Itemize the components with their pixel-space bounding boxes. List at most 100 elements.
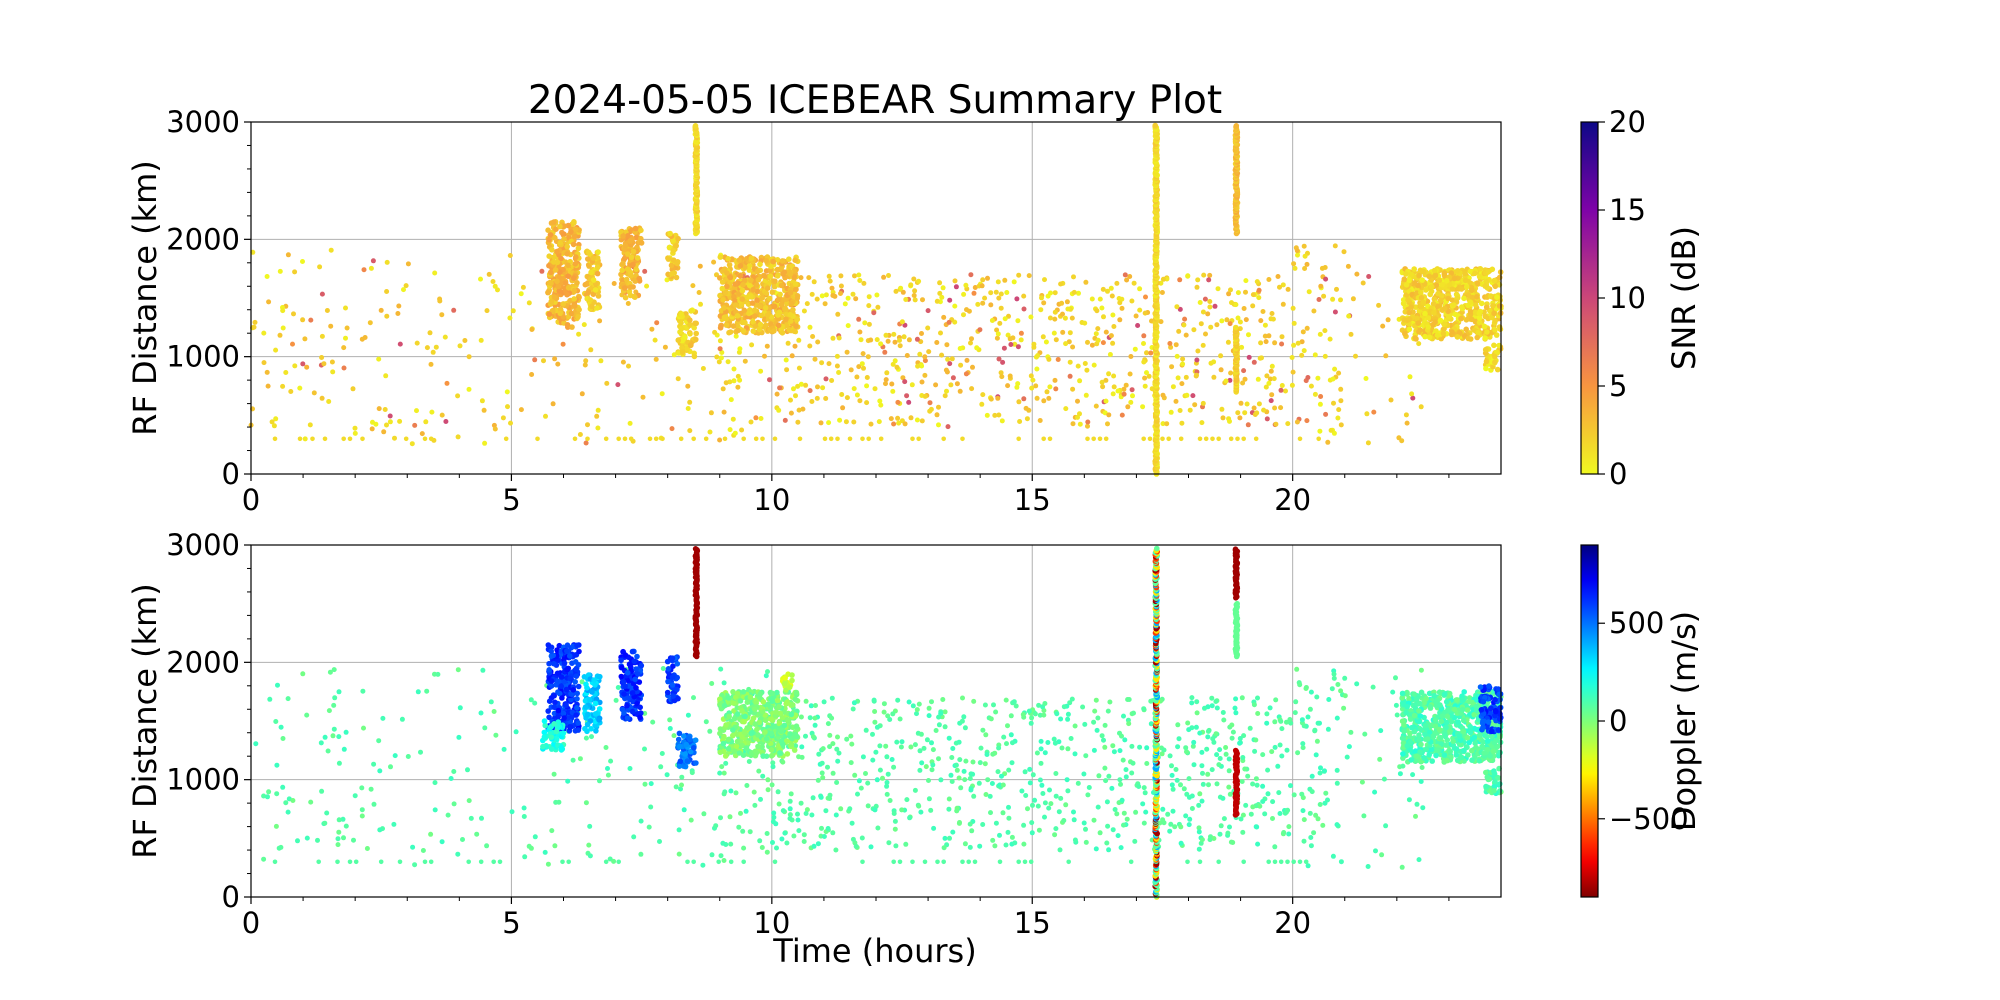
data-point	[825, 826, 831, 831]
data-point	[1180, 356, 1186, 362]
x-axis-label: Time (hours)	[772, 932, 976, 970]
data-point	[1451, 275, 1458, 282]
data-point	[571, 287, 578, 294]
data-point	[1272, 744, 1278, 750]
data-point	[1317, 770, 1323, 776]
data-point	[1061, 704, 1067, 710]
data-point	[300, 671, 306, 677]
data-point	[1299, 791, 1305, 797]
data-point	[1269, 749, 1275, 755]
data-point	[996, 356, 1002, 362]
data-point	[1141, 359, 1147, 365]
data-point	[1416, 329, 1422, 335]
data-point	[863, 727, 869, 733]
data-point	[796, 407, 802, 413]
data-point	[428, 859, 434, 865]
data-point	[1043, 339, 1049, 345]
data-point	[627, 238, 633, 244]
data-point	[1309, 789, 1315, 795]
data-point	[557, 239, 564, 246]
data-point	[478, 337, 484, 343]
data-point	[673, 243, 679, 249]
data-point	[1147, 436, 1153, 442]
data-point	[552, 356, 558, 362]
data-point	[369, 426, 375, 432]
data-point	[518, 291, 524, 297]
data-point	[762, 353, 767, 359]
data-point	[793, 286, 799, 293]
data-point	[774, 391, 780, 397]
data-point	[1366, 274, 1372, 279]
data-point	[1052, 309, 1058, 315]
data-point	[451, 307, 457, 313]
data-point	[792, 343, 798, 349]
data-point	[359, 336, 365, 342]
data-point	[731, 378, 737, 384]
data-point	[455, 667, 461, 673]
data-point	[388, 764, 393, 770]
data-point	[594, 270, 601, 277]
data-point	[1041, 436, 1046, 442]
data-point	[1316, 297, 1322, 302]
data-point	[737, 273, 744, 279]
data-point	[1348, 331, 1354, 337]
data-point	[1083, 826, 1088, 832]
data-point	[720, 297, 726, 303]
data-point	[326, 708, 332, 714]
data-point	[1030, 377, 1036, 383]
data-point	[1483, 358, 1490, 365]
data-point	[721, 680, 727, 686]
data-point	[1000, 359, 1006, 365]
data-point	[384, 289, 390, 294]
data-point	[1111, 749, 1117, 755]
data-point	[1061, 818, 1067, 823]
data-point	[1178, 782, 1183, 788]
data-point	[500, 415, 506, 421]
data-point	[1180, 361, 1186, 367]
data-point	[946, 735, 952, 741]
data-point	[991, 702, 996, 708]
data-point	[738, 810, 743, 816]
data-point	[698, 301, 703, 307]
data-point	[814, 395, 820, 401]
data-point	[1418, 667, 1424, 673]
data-point	[1312, 727, 1318, 733]
data-point	[1027, 780, 1033, 786]
data-point	[977, 760, 983, 766]
data-point	[594, 305, 600, 311]
data-point	[371, 801, 377, 807]
data-point	[659, 391, 665, 397]
data-point	[1189, 793, 1195, 799]
data-point	[1429, 284, 1435, 290]
data-point	[878, 436, 884, 442]
data-point	[945, 424, 951, 430]
data-point	[1307, 706, 1313, 712]
data-point	[902, 379, 908, 385]
data-point	[1215, 286, 1221, 292]
data-point	[980, 277, 986, 283]
data-point	[707, 429, 713, 435]
data-point	[935, 859, 940, 865]
data-point	[319, 395, 325, 401]
data-point	[822, 436, 828, 442]
data-point	[526, 300, 532, 306]
data-point	[895, 697, 901, 703]
data-point	[1093, 403, 1099, 409]
data-point	[1038, 738, 1044, 744]
data-point	[919, 331, 924, 336]
data-point	[764, 343, 770, 349]
data-point	[1291, 859, 1296, 865]
data-point	[1431, 309, 1437, 316]
data-point	[1312, 391, 1318, 397]
data-point	[1119, 797, 1125, 803]
data-point	[1399, 864, 1405, 870]
data-point	[753, 436, 759, 442]
data-point	[926, 796, 932, 802]
data-point	[757, 261, 763, 268]
x-tick-label: 20	[1274, 483, 1311, 517]
data-point	[1114, 280, 1120, 286]
data-point	[1348, 729, 1354, 735]
data-point	[749, 300, 756, 306]
data-point	[1103, 329, 1109, 335]
data-point	[1018, 330, 1024, 336]
